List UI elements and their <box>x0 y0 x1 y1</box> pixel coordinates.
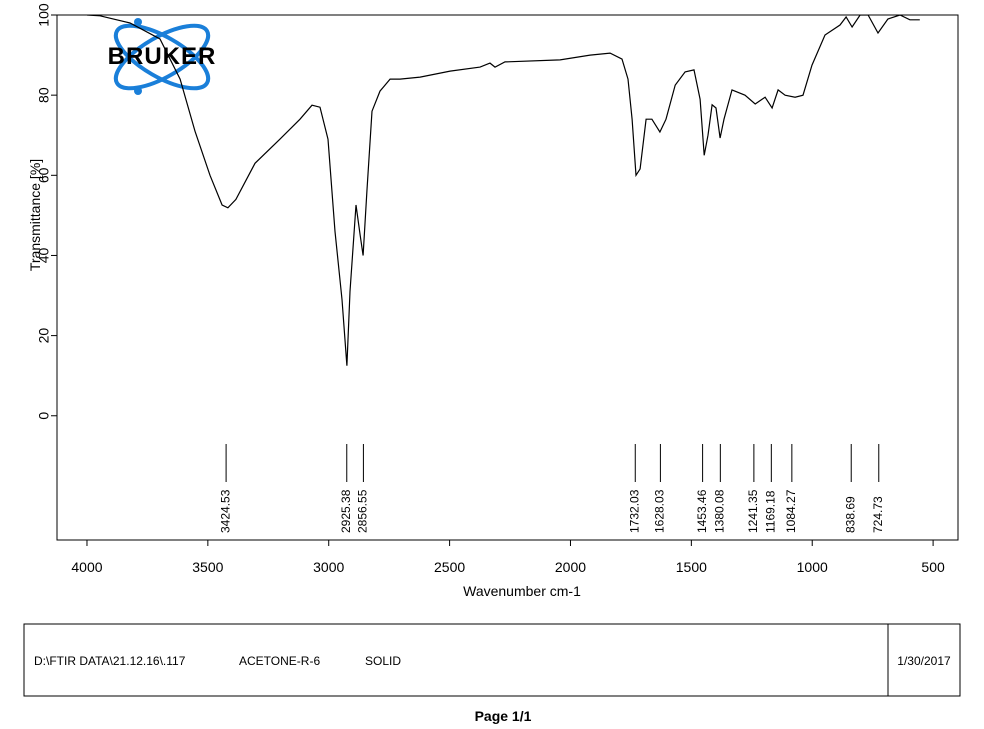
y-tick-label: 40 <box>36 247 52 263</box>
footer-file: D:\FTIR DATA\21.12.16\.117 <box>34 654 186 668</box>
peak-label: 724.73 <box>871 496 885 533</box>
page-number: Page 1/1 <box>475 708 532 724</box>
x-axis-label: Wavenumber cm-1 <box>463 583 581 599</box>
peak-label: 2925.38 <box>339 489 353 533</box>
spectrum-line <box>86 15 920 366</box>
x-tick-label: 2500 <box>434 559 465 575</box>
peak-label: 1453.46 <box>695 489 709 533</box>
footer-sample: ACETONE-R-6 <box>239 654 320 668</box>
y-tick-label: 60 <box>36 167 52 183</box>
peak-label: 3424.53 <box>218 489 232 533</box>
x-tick-label: 4000 <box>71 559 102 575</box>
y-axis-label: Transmittance [%] <box>27 159 43 271</box>
peak-label: 1241.35 <box>746 489 760 533</box>
peak-label: 1732.03 <box>627 489 641 533</box>
peak-label: 2856.55 <box>356 489 370 533</box>
x-tick-label: 2000 <box>555 559 586 575</box>
x-tick-label: 500 <box>921 559 945 575</box>
peak-label: 1169.18 <box>763 490 777 533</box>
y-tick-label: 0 <box>36 412 52 420</box>
peak-label: 1380.08 <box>713 489 727 533</box>
logo: BRUKER <box>108 18 217 95</box>
x-tick-label: 3500 <box>192 559 223 575</box>
x-tick-label: 1500 <box>676 559 707 575</box>
x-tick-label: 3000 <box>313 559 344 575</box>
y-tick-label: 80 <box>36 87 52 103</box>
x-tick-label: 1000 <box>797 559 828 575</box>
footer-box <box>23 623 961 697</box>
plot-frame <box>56 14 959 541</box>
footer-form: SOLID <box>365 654 401 668</box>
logo-text: BRUKER <box>108 43 217 70</box>
peak-label: 1084.27 <box>784 489 798 533</box>
peak-label: 838.69 <box>843 496 857 533</box>
footer-date: 1/30/2017 <box>897 654 951 668</box>
peak-label: 1628.03 <box>653 489 667 533</box>
y-tick-label: 20 <box>36 328 52 344</box>
y-tick-label: 100 <box>36 3 52 27</box>
